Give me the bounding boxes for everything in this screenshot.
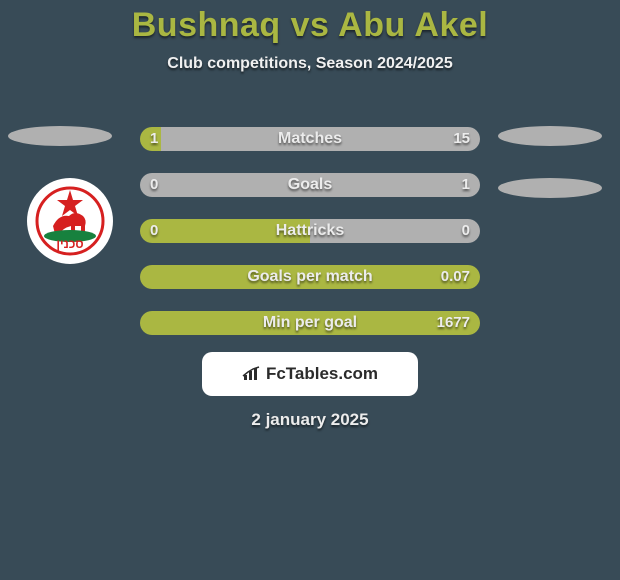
decor-ellipse — [498, 178, 602, 198]
stat-bar-right — [310, 219, 480, 243]
stat-bar-left — [140, 265, 480, 289]
stat-bar — [140, 265, 480, 289]
source-logo: FcTables.com — [202, 352, 418, 396]
stat-row: Goals per match 0.07 — [0, 253, 620, 299]
decor-ellipse — [8, 126, 112, 146]
stat-value-right: 15 — [453, 127, 470, 151]
stat-value-right: 0 — [462, 219, 470, 243]
stat-value-left: 0 — [150, 219, 158, 243]
stat-bar-left — [140, 311, 480, 335]
stat-value-left: 0 — [150, 173, 158, 197]
infographic: Bushnaq vs Abu Akel Club competitions, S… — [0, 0, 620, 580]
stat-bar-left — [140, 219, 310, 243]
stat-row: Min per goal 1677 — [0, 299, 620, 345]
stat-value-right: 0.07 — [441, 265, 470, 289]
stat-value-right: 1 — [462, 173, 470, 197]
stat-value-right: 1677 — [437, 311, 470, 335]
stat-bar-right — [140, 173, 480, 197]
club-badge-left: סכנין — [27, 178, 113, 264]
club-badge-text: סכנין — [56, 237, 83, 251]
source-logo-text: FcTables.com — [266, 364, 378, 384]
page-title: Bushnaq vs Abu Akel — [0, 0, 620, 45]
stat-bar-right — [161, 127, 480, 151]
bar-chart-icon — [242, 366, 262, 382]
club-logo-icon: סכנין — [35, 186, 105, 256]
decor-ellipse — [498, 126, 602, 146]
date-text: 2 january 2025 — [0, 410, 620, 430]
subtitle: Club competitions, Season 2024/2025 — [0, 55, 620, 73]
stat-value-left: 1 — [150, 127, 158, 151]
stat-bar — [140, 127, 480, 151]
stat-bar — [140, 311, 480, 335]
stat-bar — [140, 173, 480, 197]
stat-bar — [140, 219, 480, 243]
